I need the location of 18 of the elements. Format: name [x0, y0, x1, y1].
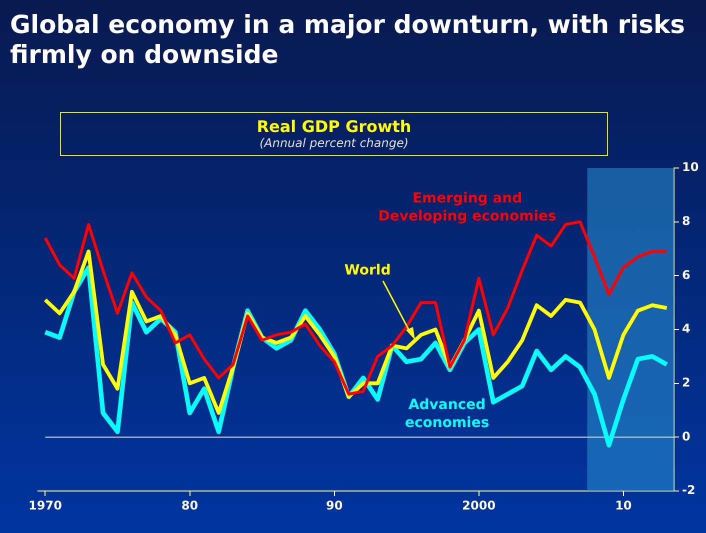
x-tick-label: 10	[615, 498, 632, 512]
text: (Annual percent change)	[258, 136, 410, 150]
y-tick-label: 8	[682, 214, 690, 228]
x-tick-label: 90	[326, 498, 343, 512]
x-tick-label: 1970	[28, 498, 62, 512]
y-tick-label: 4	[682, 322, 690, 336]
y-tick-label: 6	[682, 268, 690, 282]
x-tick-label: 2000	[462, 498, 496, 512]
y-tick-label: -2	[682, 483, 696, 498]
y-tick-label: 0	[682, 429, 690, 444]
y-tick-label: 10	[682, 160, 699, 174]
chart-title: Global economy in a major downturn, with risks firmly on downside	[10, 10, 686, 70]
series-label: Emerging and Developing economies	[378, 190, 556, 225]
chart-subtitle: Real GDP Growth	[256, 117, 412, 136]
y-tick-label: 2	[682, 375, 690, 390]
text: World	[344, 262, 391, 279]
series-label: Advanced economies	[404, 396, 490, 431]
x-tick-label: 80	[181, 498, 198, 512]
